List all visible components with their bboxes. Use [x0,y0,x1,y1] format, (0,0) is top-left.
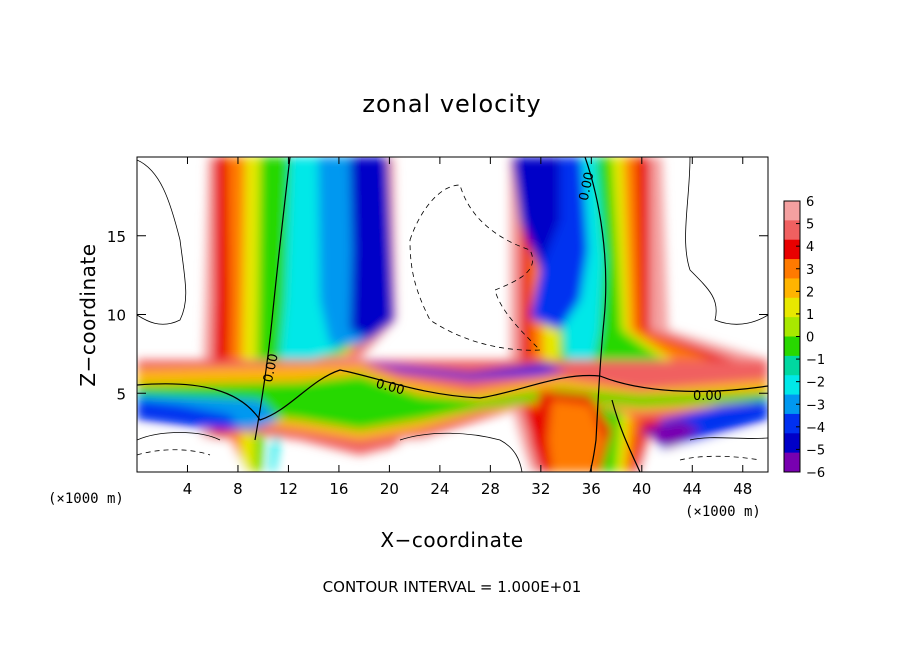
colorbar-tick-label: −5 [806,443,825,458]
x-tick-label: 4 [183,480,193,498]
colorbar-tick-label: 2 [806,285,814,300]
colorbar-swatch [784,239,800,260]
y-tick-label: 10 [107,307,126,325]
contour-label: 0.00 [693,389,722,404]
heatmap-field [137,157,768,472]
x-axis-label: X−coordinate [380,528,523,552]
x-tick-label: 24 [430,480,449,498]
contour-label: 0.00 [374,377,406,399]
colorbar-tick-label: −6 [806,466,825,481]
colorbar-swatch [784,259,800,279]
colorbar-swatch [784,220,800,241]
x-tick-label: 32 [531,480,550,498]
contour-interval-text: CONTOUR INTERVAL = 1.000E+01 [323,578,582,596]
colorbar-swatch [784,317,800,337]
colorbar-swatch [784,336,800,357]
x-tick-label: 16 [329,480,348,498]
colorbar-swatch [784,433,800,454]
y-tick-label: 5 [116,385,126,403]
colorbar-swatch [784,413,800,434]
colorbar-tick-label: −3 [806,398,825,413]
contour-label: 0.00 [261,352,282,383]
contour-label: 0.00 [577,171,598,202]
colorbar-tick-label: 6 [806,195,814,210]
colorbar-swatch [784,355,800,376]
y-axis-label: Z−coordinate [76,243,100,386]
colorbar-swatch [784,452,800,473]
colorbar-swatch [784,394,800,415]
colorbar-tick-label: 3 [806,263,814,278]
x-tick-label: 48 [733,480,752,498]
contour-labels: 0.00 0.00 0.00 0.00 [261,171,722,404]
colorbar-swatch [784,297,800,318]
colorbar-tick-label: 5 [806,218,814,233]
x-axis-ticks: 4 8 12 16 20 24 28 32 36 40 44 48 [183,157,752,498]
y-tick-label: 15 [107,228,126,246]
x-tick-label: 12 [279,480,298,498]
colorbar-tick-label: −2 [806,376,825,391]
x-axis-scale-note: (×1000 m) [685,504,761,520]
x-tick-label: 36 [582,480,601,498]
colorbar-tick-label: 0 [806,331,814,346]
colorbar-tick-label: −1 [806,353,825,368]
x-tick-label: 40 [632,480,651,498]
y-axis-scale-note: (×1000 m) [48,491,124,507]
colorbar-tick-label: −4 [806,421,825,436]
colorbar-swatch [784,375,800,396]
colorbar: 6 5 4 3 2 1 0 −1 −2 −3 −4 −5 −6 [783,195,825,481]
x-tick-label: 44 [683,480,702,498]
colorbar-tick-label: 1 [806,308,814,323]
x-tick-label: 28 [481,480,500,498]
y-axis-ticks: 5 10 15 [107,228,768,403]
x-tick-label: 20 [380,480,399,498]
colorbar-swatch [784,278,800,299]
chart-title: zonal velocity [362,90,541,118]
colorbar-swatch [784,201,800,221]
colorbar-tick-label: 4 [806,240,814,255]
x-tick-label: 8 [233,480,243,498]
